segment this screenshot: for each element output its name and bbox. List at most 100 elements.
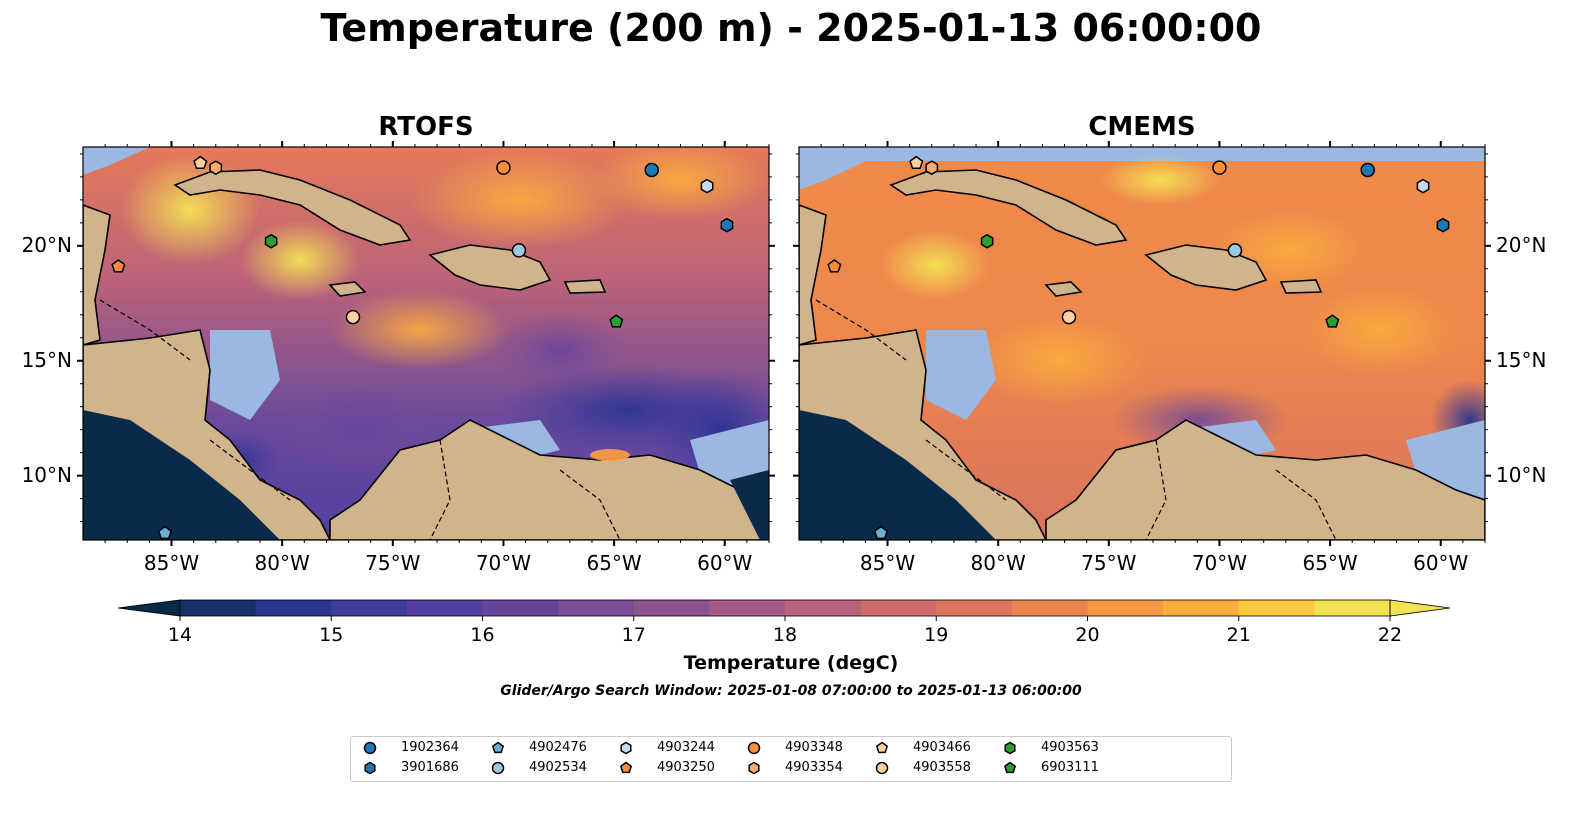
legend-label: 4903563 <box>1041 740 1099 755</box>
lon-label: 70°W <box>1191 551 1248 575</box>
lon-label: 80°W <box>970 551 1026 575</box>
legend-label: 4903244 <box>657 740 715 755</box>
rtofs-map-frame <box>82 146 770 541</box>
colorbar-bin <box>1238 600 1315 616</box>
lat-label: 20°N <box>21 232 72 257</box>
circle-marker-icon <box>747 741 761 755</box>
lon-label: 75°W <box>365 551 421 575</box>
float-marker-4902534 <box>1227 243 1243 258</box>
colorbar-label: Temperature (degC) <box>683 652 899 674</box>
float-marker-4903354 <box>925 160 939 176</box>
hexagon-marker-icon <box>364 761 376 775</box>
lat-label: 15°N <box>21 347 72 372</box>
colorbar-tick-label: 17 <box>621 624 646 646</box>
float-marker-4903563 <box>264 233 278 249</box>
colorbar-bin <box>331 600 408 616</box>
pentagon-marker-icon <box>491 741 505 754</box>
legend-marker <box>748 761 760 775</box>
legend-label: 6903111 <box>1041 760 1099 775</box>
float-marker-6903111 <box>1325 314 1340 328</box>
legend-marker <box>363 741 377 755</box>
colorbar-bin <box>558 600 635 616</box>
colorbar-bin <box>936 600 1013 616</box>
lon-label: 85°W <box>143 551 200 575</box>
lon-label: 60°W <box>697 551 753 575</box>
colorbar-bin <box>1011 600 1088 616</box>
float-marker-1902364 <box>1360 162 1375 178</box>
legend-label: 4903348 <box>785 740 843 755</box>
colorbar-tick-label: 20 <box>1075 624 1100 646</box>
colorbar-bin <box>1087 600 1164 616</box>
colorbar-bin <box>709 600 786 616</box>
colorbar-bin <box>255 600 332 616</box>
cmems-map <box>799 147 1485 540</box>
lat-label: 15°N <box>1496 347 1547 372</box>
float-marker-4903348 <box>1212 160 1227 175</box>
lon-label: 60°W <box>1413 551 1469 575</box>
legend-label: 4902476 <box>529 740 587 755</box>
lon-label: 85°W <box>859 551 916 575</box>
cmems-map-frame <box>798 146 1486 541</box>
colorbar <box>117 599 1451 621</box>
legend-marker <box>1004 741 1016 755</box>
colorbar-tick-label: 14 <box>167 624 193 646</box>
rtofs-map <box>83 147 769 540</box>
lat-label: 20°N <box>1496 232 1547 257</box>
float-marker-4903244 <box>1416 178 1430 194</box>
colorbar-tick-label: 19 <box>924 624 949 646</box>
panel-title-rtofs: RTOFS <box>378 112 474 142</box>
circle-marker-icon <box>875 761 889 775</box>
float-marker-4902534 <box>511 243 527 258</box>
float-marker-4902476 <box>873 525 888 540</box>
colorbar-bin <box>1163 600 1240 616</box>
float-marker-4903563 <box>980 233 994 249</box>
float-marker-3901686 <box>1436 217 1450 233</box>
colorbar-bin <box>633 600 710 616</box>
lon-label: 80°W <box>254 551 310 575</box>
hexagon-marker-icon <box>1004 741 1016 755</box>
hexagon-marker-icon <box>620 741 632 755</box>
legend-marker <box>1003 761 1017 774</box>
lon-label: 65°W <box>586 551 642 575</box>
lat-label: 10°N <box>1496 462 1547 487</box>
lon-label: 75°W <box>1081 551 1137 575</box>
colorbar-bin <box>785 600 862 616</box>
float-marker-4903244 <box>700 178 714 194</box>
colorbar-bin <box>1314 600 1391 616</box>
colorbar-extend-low <box>117 599 181 617</box>
colorbar-tick-label: 16 <box>470 624 495 646</box>
legend-label: 1902364 <box>401 740 459 755</box>
circle-marker-icon <box>363 741 377 755</box>
lon-label: 65°W <box>1302 551 1358 575</box>
axis-ticks <box>77 141 1491 546</box>
legend-marker <box>875 761 889 775</box>
panel-title-cmems: CMEMS <box>1088 112 1196 142</box>
legend-marker <box>619 761 633 774</box>
legend-marker <box>747 741 761 755</box>
colorbar-bin <box>482 600 559 616</box>
float-marker-4903354 <box>209 160 223 176</box>
legend-marker <box>620 741 632 755</box>
legend-label: 4903558 <box>913 760 971 775</box>
lat-label: 10°N <box>21 462 72 487</box>
float-marker-4903250 <box>827 259 842 273</box>
float-marker-4903466 <box>193 155 208 170</box>
float-legend: 1902364 3901686 4902476 4902534 4903244 49032… <box>350 736 1232 782</box>
legend-marker <box>875 741 889 754</box>
colorbar-tick-label: 21 <box>1226 624 1251 646</box>
float-marker-4902476 <box>157 525 172 540</box>
colorbar-tick-label: 22 <box>1377 624 1403 646</box>
float-marker-3901686 <box>720 217 734 233</box>
float-marker-4903250 <box>111 259 126 273</box>
float-marker-6903111 <box>609 314 624 328</box>
legend-label: 4903250 <box>657 760 715 775</box>
colorbar-bin <box>180 600 257 616</box>
pentagon-marker-icon <box>619 761 633 774</box>
legend-marker <box>491 761 505 775</box>
float-marker-4903466 <box>909 155 924 170</box>
pentagon-marker-icon <box>875 741 889 754</box>
circle-marker-icon <box>491 761 505 775</box>
pentagon-marker-icon <box>1003 761 1017 774</box>
legend-marker <box>364 761 376 775</box>
